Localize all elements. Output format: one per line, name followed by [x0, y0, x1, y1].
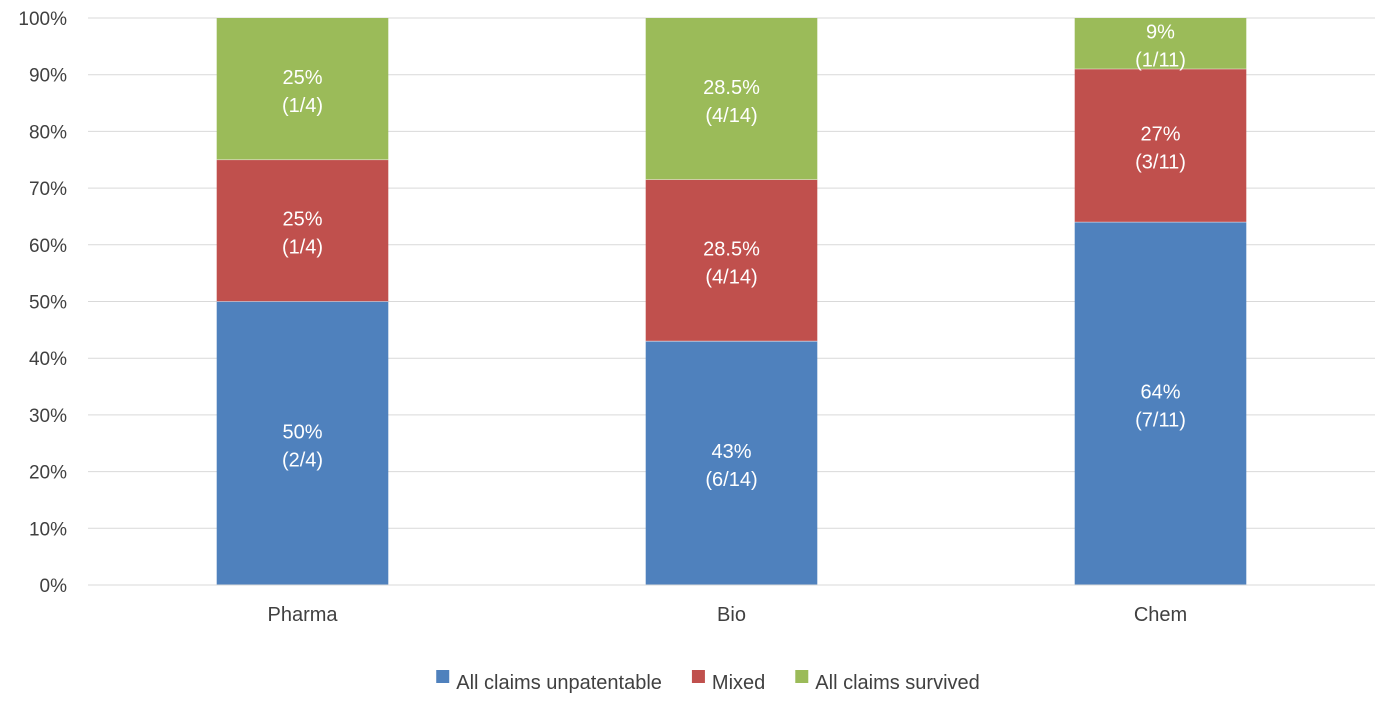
- legend-item[interactable]: All claims unpatentable: [436, 670, 662, 694]
- bar-segment: [645, 179, 818, 342]
- data-label-fraction: (4/14): [705, 105, 757, 127]
- data-label-fraction: (1/11): [1135, 50, 1186, 72]
- y-tick-label: 70%: [29, 179, 67, 200]
- y-tick-label: 50%: [29, 293, 67, 314]
- bar-segment: [216, 301, 389, 585]
- bar-segment: [216, 18, 389, 160]
- legend-swatch: [691, 670, 705, 683]
- y-tick-label: 60%: [29, 236, 67, 257]
- data-label-percent: 50%: [282, 421, 322, 443]
- y-tick-label: 80%: [29, 122, 67, 143]
- bars: [216, 18, 1247, 585]
- bar-segment: [1074, 18, 1247, 70]
- legend-label: Mixed: [712, 672, 765, 694]
- data-label-percent: 43%: [711, 441, 751, 463]
- data-label-fraction: (4/14): [705, 266, 757, 288]
- y-tick-label: 20%: [29, 463, 67, 484]
- legend[interactable]: All claims unpatentable Mixed All claims s…: [436, 670, 980, 694]
- legend-swatch: [436, 670, 450, 683]
- bar-segment: [645, 18, 818, 180]
- data-label-fraction: (2/4): [282, 449, 323, 471]
- data-label-fraction: (1/4): [282, 237, 323, 259]
- x-axis: Pharma Bio Chem: [88, 584, 1375, 626]
- data-label-fraction: (3/11): [1135, 152, 1186, 174]
- x-category-label: Chem: [1134, 604, 1187, 626]
- y-tick-label: 90%: [29, 66, 67, 87]
- x-category-label: Bio: [717, 604, 746, 626]
- x-category-label: Pharma: [267, 604, 338, 626]
- bar-segment: [216, 159, 389, 302]
- legend-item[interactable]: All claims survived: [795, 670, 980, 694]
- y-tick-label: 0%: [40, 576, 68, 597]
- data-label-percent: 25%: [282, 209, 322, 231]
- data-labels: 50% (2/4) 25% (1/4) 25% (1/4) 43% (6/14) 28.5% (4…: [282, 22, 1186, 492]
- data-label-fraction: (7/11): [1135, 410, 1186, 432]
- y-tick-label: 100%: [18, 9, 67, 30]
- data-label-percent: 9%: [1146, 22, 1175, 44]
- bar-segment: [645, 341, 818, 585]
- data-label-percent: 64%: [1140, 382, 1180, 404]
- data-label-percent: 28.5%: [703, 238, 760, 260]
- y-axis-tick-labels: 0% 10% 20% 30% 40% 50% 60% 70% 80% 90% 100%: [18, 9, 67, 597]
- bar-segment: [1074, 69, 1247, 223]
- bar-segment: [1074, 222, 1247, 585]
- legend-label: All claims survived: [815, 672, 979, 694]
- y-tick-label: 40%: [29, 349, 67, 370]
- legend-item[interactable]: Mixed: [691, 670, 765, 694]
- legend-swatch: [795, 670, 809, 683]
- y-tick-label: 10%: [29, 519, 67, 540]
- legend-label: All claims unpatentable: [456, 672, 662, 694]
- data-label-percent: 25%: [282, 67, 322, 89]
- data-label-fraction: (6/14): [705, 469, 757, 491]
- data-label-percent: 28.5%: [703, 77, 760, 99]
- y-tick-label: 30%: [29, 406, 67, 427]
- data-label-percent: 27%: [1140, 124, 1180, 146]
- data-label-fraction: (1/4): [282, 95, 323, 117]
